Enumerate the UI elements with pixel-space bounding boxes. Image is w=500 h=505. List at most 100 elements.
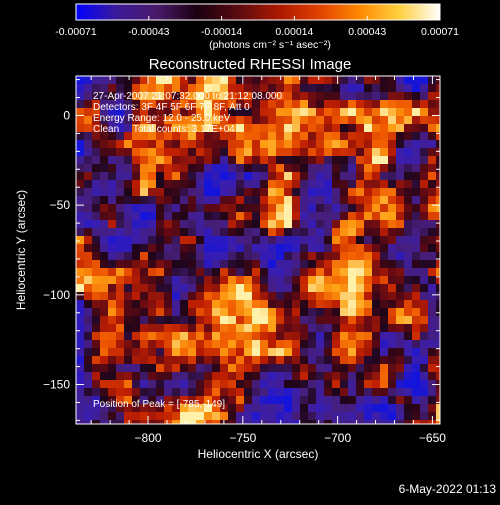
heatmap-cell — [428, 100, 436, 108]
heatmap-cell — [172, 340, 180, 348]
heatmap-cell — [92, 324, 100, 332]
heatmap-cell — [396, 420, 404, 424]
heatmap-cell — [188, 196, 196, 204]
heatmap-cell — [244, 300, 252, 308]
heatmap-cell — [420, 284, 428, 292]
heatmap-cell — [300, 108, 308, 116]
heatmap-cell — [420, 212, 428, 220]
heatmap-cell — [316, 212, 324, 220]
heatmap-cell — [284, 204, 292, 212]
heatmap-cell — [276, 340, 284, 348]
heatmap-cell — [300, 364, 308, 372]
heatmap-cell — [236, 236, 244, 244]
heatmap-cell — [316, 140, 324, 148]
heatmap-cell — [356, 220, 364, 228]
heatmap-cell — [180, 212, 188, 220]
heatmap-cell — [100, 212, 108, 220]
heatmap-cell — [436, 292, 440, 300]
heatmap-cell — [268, 364, 276, 372]
heatmap-cell — [172, 148, 180, 156]
heatmap-cell — [388, 300, 396, 308]
heatmap-cell — [244, 100, 252, 108]
heatmap-cell — [228, 212, 236, 220]
heatmap-cell — [164, 108, 172, 116]
heatmap-cell — [140, 412, 148, 420]
heatmap-cell — [428, 284, 436, 292]
heatmap-cell — [420, 76, 428, 84]
heatmap-cell — [140, 180, 148, 188]
heatmap-cell — [220, 92, 228, 100]
heatmap-cell — [364, 244, 372, 252]
heatmap-cell — [84, 132, 92, 140]
heatmap-cell — [100, 228, 108, 236]
heatmap-cell — [316, 100, 324, 108]
heatmap-cell — [100, 188, 108, 196]
heatmap-cell — [236, 100, 244, 108]
heatmap-cell — [284, 116, 292, 124]
heatmap-cell — [388, 220, 396, 228]
heatmap-cell — [308, 316, 316, 324]
heatmap-cell — [244, 388, 252, 396]
heatmap-cell — [228, 276, 236, 284]
heatmap-cell — [140, 228, 148, 236]
heatmap-cell — [268, 196, 276, 204]
heatmap-cell — [300, 92, 308, 100]
heatmap-cell — [420, 204, 428, 212]
heatmap-cell — [228, 364, 236, 372]
heatmap-cell — [188, 268, 196, 276]
heatmap-cell — [340, 108, 348, 116]
heatmap-cell — [396, 364, 404, 372]
heatmap-cell — [212, 316, 220, 324]
heatmap-cell — [284, 228, 292, 236]
heatmap-cell — [148, 308, 156, 316]
heatmap-cell — [292, 236, 300, 244]
heatmap-cell — [92, 172, 100, 180]
heatmap-cell — [404, 300, 412, 308]
heatmap-cell — [92, 116, 100, 124]
heatmap-cell — [292, 396, 300, 404]
heatmap-cell — [84, 196, 92, 204]
heatmap-cell — [436, 188, 440, 196]
heatmap-cell — [204, 188, 212, 196]
heatmap-cell — [116, 220, 124, 228]
heatmap-cell — [252, 108, 260, 116]
heatmap-cell — [340, 364, 348, 372]
heatmap-cell — [252, 236, 260, 244]
heatmap-cell — [116, 92, 124, 100]
heatmap-cell — [252, 300, 260, 308]
heatmap-cell — [188, 172, 196, 180]
heatmap-cell — [180, 396, 188, 404]
heatmap-cell — [324, 276, 332, 284]
heatmap-cell — [340, 284, 348, 292]
heatmap-cell — [388, 228, 396, 236]
heatmap-cell — [76, 236, 84, 244]
heatmap-cell — [188, 308, 196, 316]
heatmap-cell — [196, 236, 204, 244]
heatmap-cell — [84, 332, 92, 340]
heatmap-cell — [172, 324, 180, 332]
heatmap-cell — [204, 244, 212, 252]
heatmap-cell — [116, 172, 124, 180]
heatmap-cell — [412, 92, 420, 100]
heatmap-cell — [164, 356, 172, 364]
heatmap-cell — [244, 348, 252, 356]
heatmap-cell — [388, 252, 396, 260]
heatmap-cell — [396, 100, 404, 108]
heatmap-cell — [396, 84, 404, 92]
heatmap-cell — [340, 244, 348, 252]
heatmap-cell — [420, 292, 428, 300]
heatmap-cell — [364, 188, 372, 196]
heatmap-cell — [372, 356, 380, 364]
heatmap-cell — [140, 132, 148, 140]
heatmap-cell — [156, 388, 164, 396]
heatmap-cell — [340, 212, 348, 220]
heatmap-cell — [420, 148, 428, 156]
heatmap-cell — [164, 84, 172, 92]
heatmap-cell — [332, 92, 340, 100]
heatmap-cell — [268, 108, 276, 116]
heatmap-cell — [404, 164, 412, 172]
heatmap-cell — [84, 284, 92, 292]
heatmap-cell — [188, 380, 196, 388]
heatmap-cell — [420, 356, 428, 364]
heatmap-cell — [124, 300, 132, 308]
